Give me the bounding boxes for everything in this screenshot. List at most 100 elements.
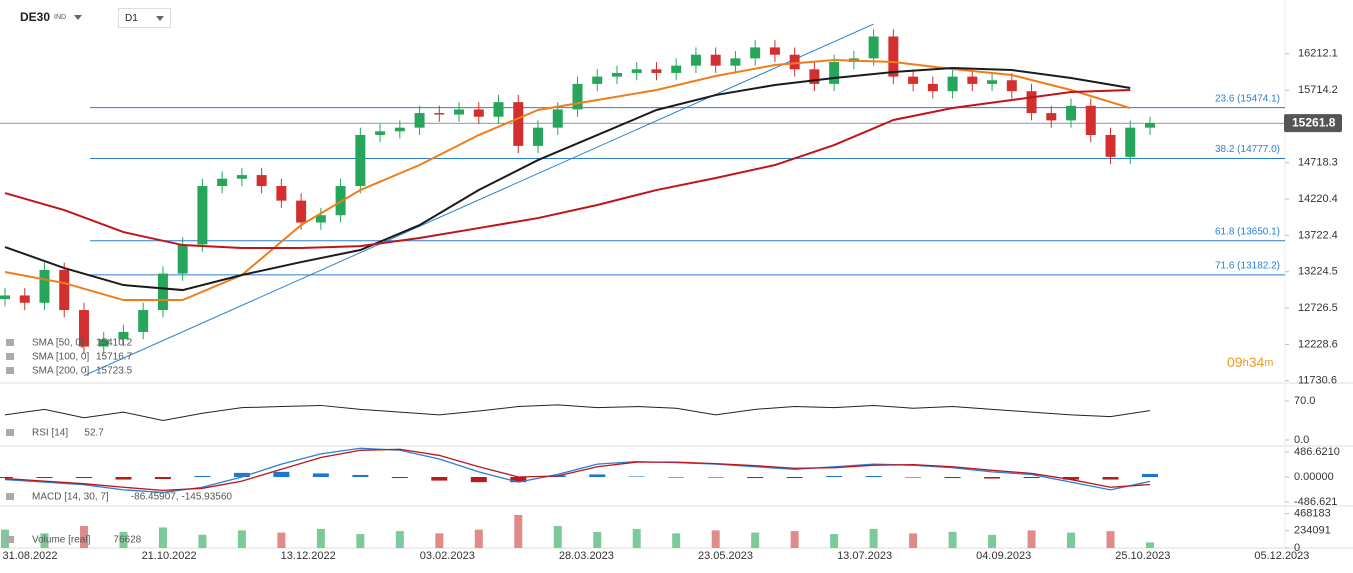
symbol: DE30 (20, 10, 51, 24)
volume-bar (1027, 530, 1036, 548)
macd-histogram-bar (0, 477, 13, 479)
timer-part: m (1264, 357, 1273, 369)
legend-name: SMA [200, 0] (32, 366, 89, 377)
legend-icon (6, 429, 14, 436)
candle-body (710, 54, 721, 66)
candle-body (0, 295, 10, 300)
macd-histogram-bar (352, 474, 369, 478)
legend-name: RSI [14] (32, 428, 68, 439)
legend-icon (6, 493, 14, 500)
volume-bar (909, 533, 918, 548)
timeframe-selector[interactable]: D1 (118, 8, 171, 28)
macd-histogram-bar (628, 476, 645, 478)
candle-body (19, 295, 30, 303)
x-tick-label: 05.12.2023 (1254, 550, 1309, 562)
timer-part: 09 (1227, 354, 1243, 370)
candle-body (1046, 113, 1057, 121)
volume-bar (948, 531, 957, 548)
y-tick-label: 12726.5 (1298, 302, 1338, 314)
candle-body (671, 65, 682, 73)
y-tick-label: 70.0 (1294, 395, 1315, 407)
y-tick-label: 15714.2 (1298, 84, 1338, 96)
y-tick-label: 14220.4 (1298, 193, 1338, 205)
x-tick-label: 13.07.2023 (837, 550, 892, 562)
timer-part: h (1243, 357, 1249, 369)
candle-body (177, 244, 188, 274)
candle-body (296, 200, 307, 223)
fib-label: 61.8 (13650.1) (1215, 226, 1280, 237)
volume-bar (158, 527, 167, 548)
candle-body (355, 134, 366, 187)
candle-body (1006, 80, 1017, 92)
volume-bar (198, 534, 207, 548)
candle-body (572, 83, 583, 110)
candle-body (1026, 91, 1037, 114)
legend-name: SMA [50, 0] (32, 338, 84, 349)
candle-body (967, 76, 978, 84)
candle-body (789, 54, 800, 70)
volume-bar (553, 525, 562, 548)
last-price-label: 15261.8 (1292, 115, 1336, 129)
macd-histogram-bar (273, 471, 290, 478)
y-tick-label: 11730.6 (1298, 375, 1337, 387)
y-tick-label: 468183 (1294, 508, 1331, 520)
macd-histogram-bar (1142, 473, 1158, 478)
y-tick-label: -486.621 (1294, 496, 1337, 508)
y-tick-label: 13224.5 (1298, 266, 1338, 278)
volume-bar (277, 532, 286, 548)
y-tick-label: 13722.4 (1298, 229, 1338, 241)
x-tick-label: 31.08.2022 (2, 550, 57, 562)
volume-bar (40, 533, 49, 548)
legend-icon (6, 367, 14, 374)
last-price-box (1284, 114, 1342, 133)
macd-histogram-bar (668, 477, 685, 478)
macd-histogram-bar (707, 477, 724, 478)
candle-body (868, 36, 879, 59)
symbol-badge: IND (54, 13, 67, 21)
macd-histogram-bar (747, 477, 764, 479)
candle-body (552, 109, 563, 128)
candle-body (473, 109, 484, 117)
candle-body (1085, 105, 1096, 135)
macd-histogram-bar (589, 474, 606, 478)
candle-body (434, 113, 445, 115)
volume-bar (1146, 542, 1154, 548)
macd-histogram-bar (233, 472, 250, 478)
legend-name: Volume [real] (32, 535, 91, 546)
volume-bar (751, 532, 760, 548)
macd-histogram-bar (470, 477, 487, 483)
macd-histogram-bar (1063, 477, 1080, 480)
candle-body (98, 339, 109, 347)
macd-histogram-bar (1023, 477, 1040, 479)
x-tick-label: 04.09.2023 (976, 550, 1031, 562)
volume-bar (869, 528, 878, 548)
candle-body (987, 80, 998, 84)
candle-body (651, 69, 662, 73)
symbol-selector[interactable]: DE30 IND (20, 8, 83, 26)
macd-histogram-bar (786, 477, 803, 479)
candle-body (769, 47, 780, 55)
macd-histogram-bar (1102, 477, 1119, 480)
candle-body (276, 186, 287, 201)
legend-icon (6, 339, 14, 346)
timer-part: 34 (1249, 354, 1265, 370)
macd-histogram-bar (431, 477, 448, 481)
volume-bar (988, 534, 997, 548)
x-tick-label: 03.02.2023 (420, 550, 475, 562)
candle-body (78, 310, 89, 347)
y-tick-label: 234091 (1294, 525, 1331, 537)
macd-histogram-bar (75, 477, 92, 479)
volume-bar (395, 531, 404, 548)
y-tick-label: 16212.1 (1298, 48, 1338, 60)
macd-histogram-bar (391, 477, 408, 479)
legend-name: MACD [14, 30, 7] (32, 492, 109, 503)
macd-histogram-bar (984, 477, 1001, 479)
legend-value: 15410.2 (96, 338, 133, 349)
volume-bar (593, 531, 602, 548)
y-tick-label: 0 (1294, 542, 1300, 554)
candle-body (197, 186, 208, 245)
candle-body (454, 109, 465, 115)
macd-histogram-bar (312, 473, 329, 478)
legend-value: 15716.7 (96, 352, 133, 363)
volume-bar (356, 534, 365, 548)
